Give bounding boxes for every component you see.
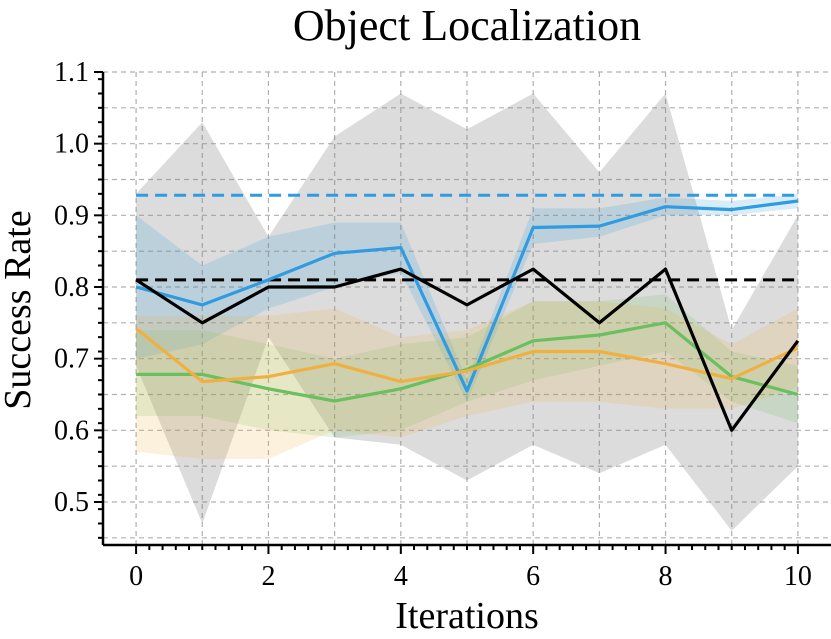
y-axis-label: Success Rate: [0, 210, 39, 409]
reference-lines: [136, 193, 798, 282]
series-3-line: [135, 327, 799, 384]
series-0-band: [136, 93, 798, 531]
series-1-band: [136, 193, 798, 402]
y-tick-label: 0.7: [54, 344, 89, 375]
y-tick-label: 1.1: [54, 57, 89, 88]
series-1-line: [135, 199, 799, 393]
x-tick-label: 8: [659, 561, 673, 592]
y-tick-label: 0.9: [54, 200, 89, 231]
y-tick-label: 0.5: [54, 487, 89, 518]
y-tick-label: 1.0: [54, 129, 89, 160]
x-tick-label: 0: [129, 561, 143, 592]
y-tick-label: 0.6: [54, 415, 89, 446]
x-tick-label: 6: [526, 561, 540, 592]
x-tick-label: 10: [784, 561, 812, 592]
chart-title: Object Localization: [293, 1, 641, 50]
y-tick-label: 0.8: [54, 272, 89, 303]
axes: [94, 71, 831, 554]
series-3-band: [136, 301, 798, 459]
x-tick-label: 2: [261, 561, 275, 592]
series-0-line: [135, 267, 800, 432]
tick-labels: 0 2 4 6 8 10 0.5 0.6 0.7 0.8 0.9 1.0 1.1: [54, 57, 812, 592]
x-tick-label: 4: [394, 561, 408, 592]
confidence-bands: [136, 93, 798, 531]
series-lines: [135, 199, 800, 432]
x-axis-label: Iterations: [395, 595, 539, 637]
grid-layer: [103, 71, 831, 545]
